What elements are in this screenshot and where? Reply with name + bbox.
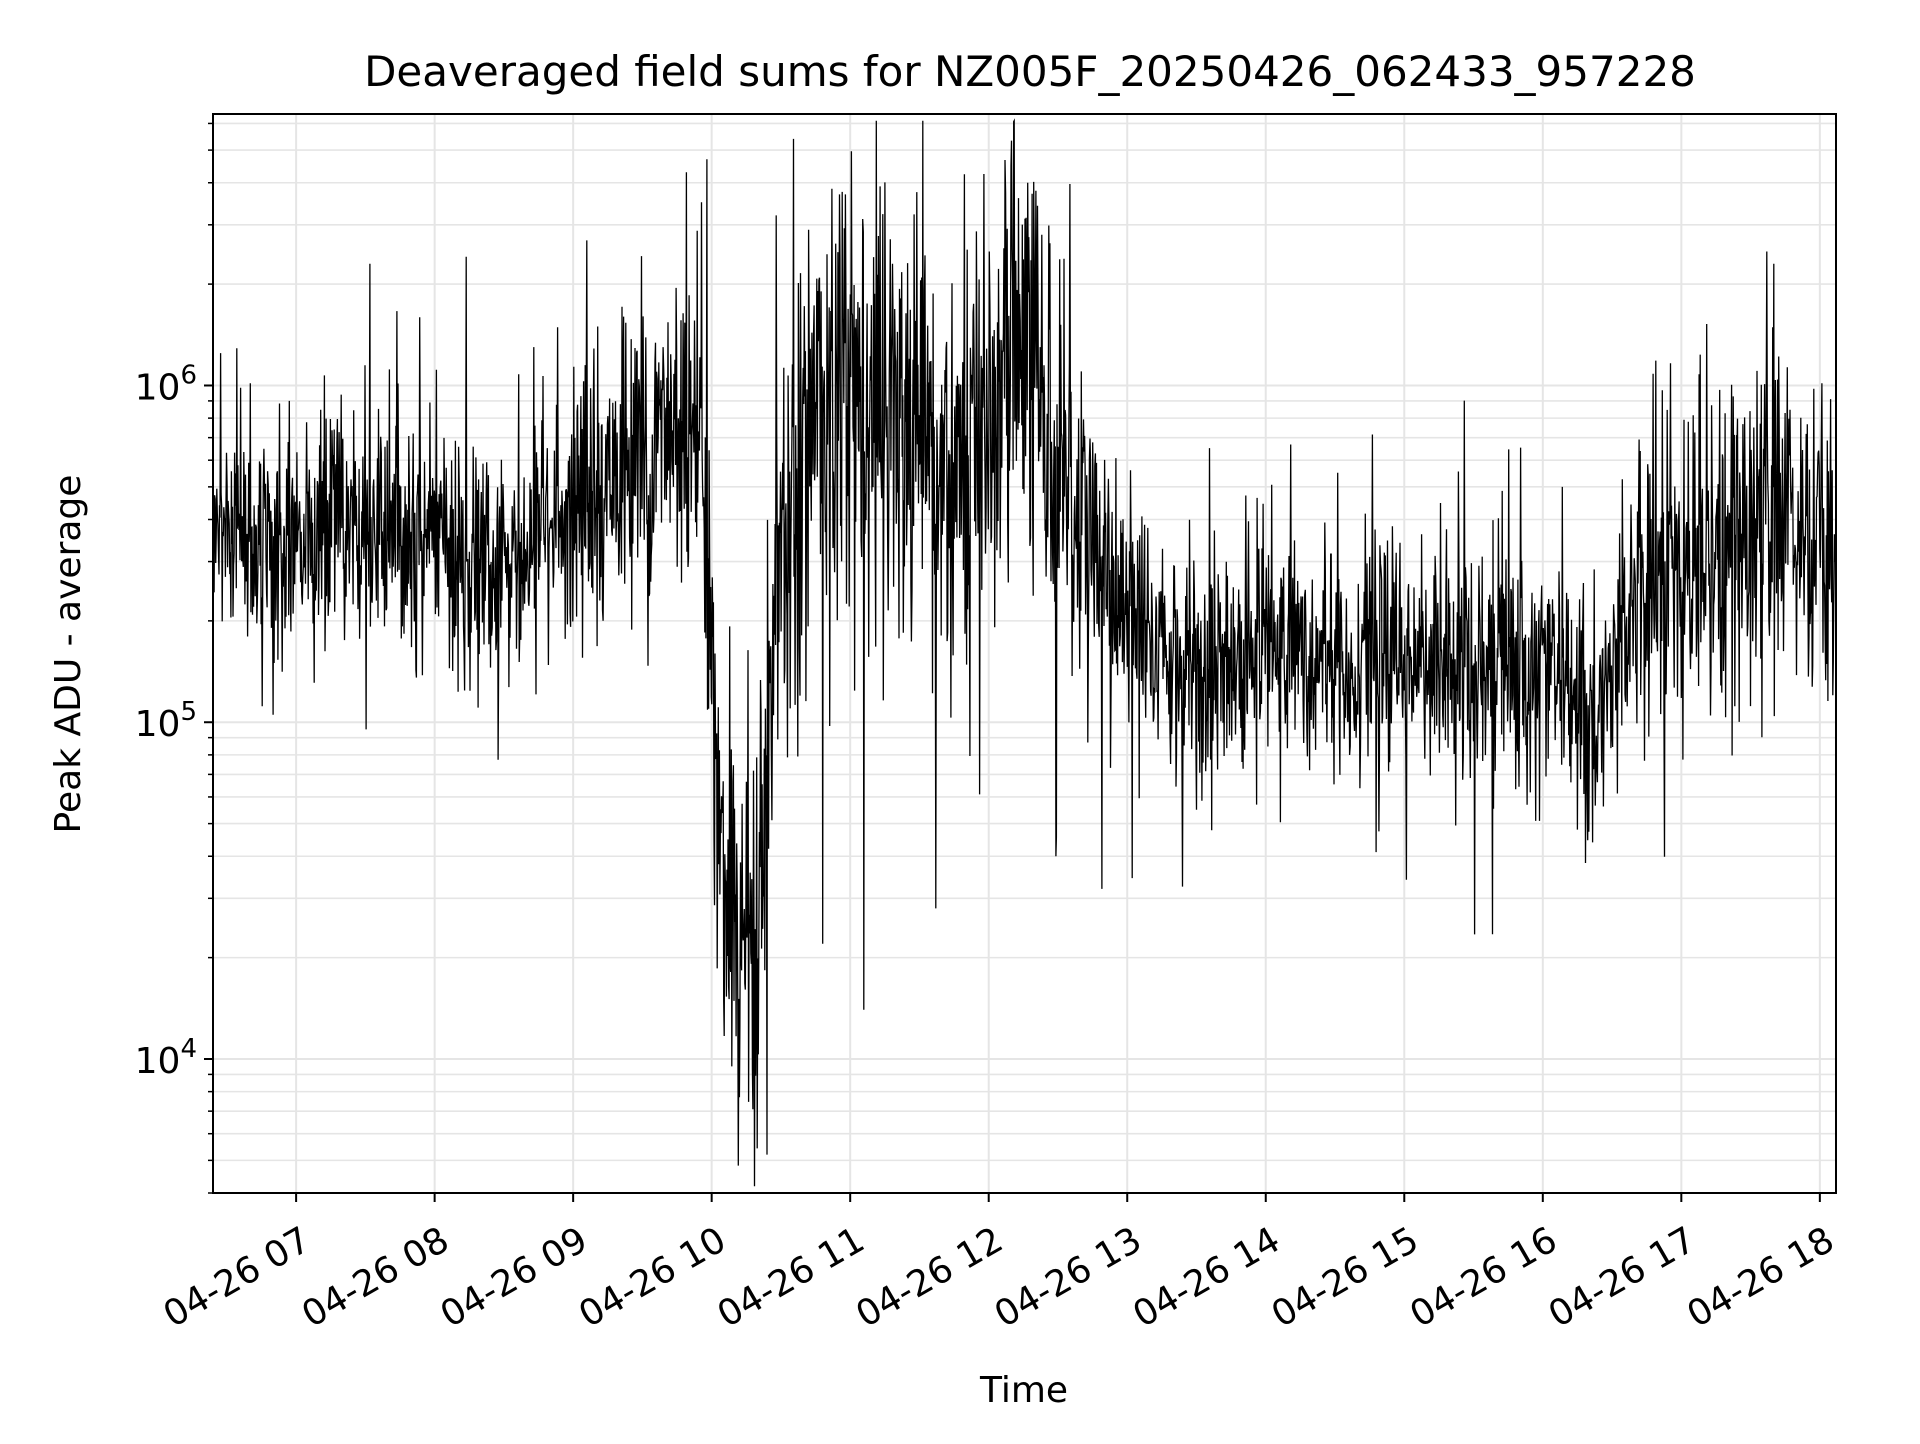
y-tick-label-exponent: 6 [180,360,197,390]
series-layer [212,118,1837,1187]
y-tick-label: 105 [135,697,197,745]
y-tick-label-base: 10 [135,704,181,745]
x-axis-label: Time [979,1370,1068,1411]
y-tick-label-base: 10 [135,1041,181,1082]
series-line [212,118,1837,1187]
y-tick-label: 104 [135,1034,197,1082]
y-tick-label: 106 [135,360,197,408]
y-axis-label: Peak ADU - average [48,475,89,834]
y-tick-label-exponent: 4 [180,1034,197,1064]
y-tick-label-exponent: 5 [180,697,197,727]
plot-area-frame [212,113,1837,1194]
y-tick-label-base: 10 [135,367,181,408]
chart-title: Deaveraged field sums for NZ005F_2025042… [364,47,1696,96]
